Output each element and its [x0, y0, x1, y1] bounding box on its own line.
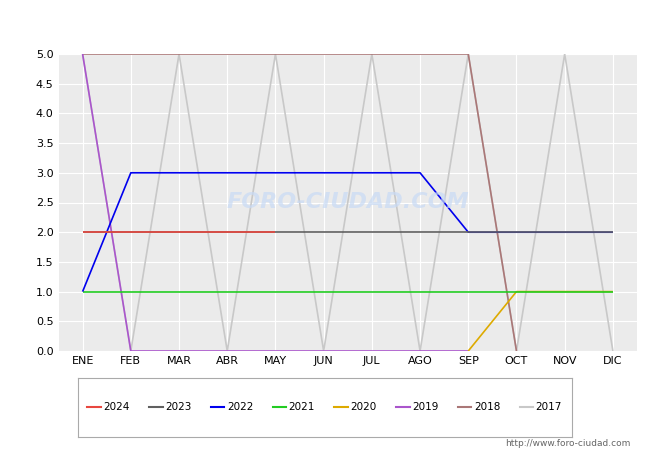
Text: 2019: 2019: [412, 402, 439, 412]
Text: 2018: 2018: [474, 402, 500, 412]
Text: http://www.foro-ciudad.com: http://www.foro-ciudad.com: [505, 439, 630, 448]
Text: 2024: 2024: [103, 402, 130, 412]
Text: 2021: 2021: [289, 402, 315, 412]
Text: Afiliados en Cantabrana a 31/5/2024: Afiliados en Cantabrana a 31/5/2024: [173, 14, 477, 32]
Text: 2022: 2022: [227, 402, 254, 412]
Text: FORO-CIUDAD.COM: FORO-CIUDAD.COM: [226, 193, 469, 212]
Text: 2023: 2023: [165, 402, 192, 412]
Text: 2020: 2020: [350, 402, 376, 412]
Text: 2017: 2017: [536, 402, 562, 412]
